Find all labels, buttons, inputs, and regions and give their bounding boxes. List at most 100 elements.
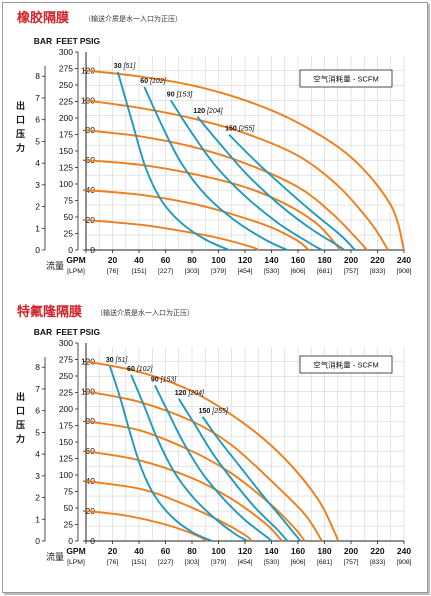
gpm-tick-label: 120	[238, 255, 252, 265]
gpm-tick-label: 140	[264, 255, 278, 265]
feet-tick-label: 200	[59, 404, 73, 414]
lpm-tick-label: [303]	[184, 559, 199, 566]
lpm-tick-label: [606]	[290, 559, 305, 566]
bar-tick-label: 4	[35, 158, 40, 168]
air-curve-label: 150 [255]	[199, 408, 229, 415]
bar-tick-label: 8	[35, 362, 40, 372]
lpm-tick-label: [606]	[290, 268, 305, 275]
air-curve	[201, 416, 302, 542]
y-axis-label: 出口压力	[15, 391, 25, 448]
x-axis-title: 流量	[46, 551, 64, 562]
lpm-tick-label: [908]	[396, 268, 411, 275]
feet-tick-label: 300	[59, 338, 73, 348]
air-curve-label-scfm: 90	[151, 376, 159, 383]
air-curve	[116, 71, 230, 251]
pressure-curve	[85, 99, 389, 251]
gpm-tick-label: 140	[264, 546, 278, 556]
air-curve	[154, 384, 273, 542]
lpm-tick-label: [151]	[131, 268, 146, 275]
air-curve	[108, 365, 213, 542]
lpm-tick-label: [76]	[107, 268, 118, 275]
pressure-curve	[85, 420, 306, 542]
psig-tick-label: 0	[90, 536, 95, 546]
pressure-curves	[85, 69, 405, 251]
lpm-tick-label: [LPM]	[67, 268, 85, 275]
bar-tick-label: 6	[35, 115, 40, 125]
y-axis-title: 出口压力	[15, 100, 25, 157]
feet-tick-label: 250	[59, 80, 73, 90]
feet-tick-label: 75	[64, 196, 74, 206]
feet-tick-label: 75	[64, 487, 74, 497]
gpm-tick-label: 220	[370, 255, 384, 265]
psig-tick-label: 0	[90, 245, 95, 255]
gpm-tick-label: 220	[370, 546, 384, 556]
lpm-tick-label: [757]	[343, 268, 358, 275]
air-curve-label-nm3: [102]	[149, 78, 167, 85]
feet-tick-label: 100	[59, 470, 73, 480]
gpm-tick-label: 160	[291, 546, 305, 556]
chart-panel-2: 特氟隆隔膜 （输送介质是水一入口为正压）BAR FEET PSIG0255075100…	[15, 304, 412, 566]
bar-tick-label: 8	[35, 71, 40, 81]
air-curve-label-nm3: [51]	[115, 357, 129, 364]
gpm-tick-label: 200	[344, 546, 358, 556]
lpm-tick-label: [227]	[158, 268, 173, 275]
gpm-tick-label: 180	[317, 255, 331, 265]
y-unit-header: BAR	[34, 36, 52, 46]
gpm-tick-label: 80	[187, 255, 197, 265]
air-curve-label-nm3: [204]	[206, 108, 224, 115]
air-curve-label: 120 [204]	[193, 108, 223, 115]
gpm-tick-label: 20	[108, 546, 118, 556]
bar-tick-label: 7	[35, 93, 40, 103]
air-curve-label-scfm: 150	[199, 408, 211, 415]
lpm-tick-label: [757]	[343, 559, 358, 566]
bar-tick-label: 6	[35, 406, 40, 416]
air-curve-label-scfm: 60	[140, 78, 148, 85]
legend-box	[299, 69, 393, 88]
air-curves: 30 [51] 60 [102] 90 [153] 120 [204] 150 [255]	[106, 357, 302, 542]
air-curve-label-scfm: 90	[167, 91, 175, 98]
gpm-tick-label: 120	[238, 546, 252, 556]
feet-tick-label: 225	[59, 97, 73, 107]
lpm-tick-label: [379]	[211, 268, 226, 275]
bar-tick-label: 5	[35, 136, 40, 146]
air-curve-label-nm3: [102]	[136, 366, 154, 373]
y-unit-header: PSIG	[80, 327, 101, 337]
lpm-tick-label: [303]	[184, 268, 199, 275]
lpm-tick-label: [LPM]	[67, 559, 85, 566]
air-curve-label-scfm: 120	[193, 108, 205, 115]
gpm-tick-label: 100	[211, 546, 225, 556]
chart-subtitle: （输送介质是水一入口为正压）	[84, 14, 182, 23]
air-curve-label: 90 [153]	[151, 376, 177, 383]
lpm-tick-label: [379]	[211, 559, 226, 566]
gpm-tick-label: GPM	[66, 546, 85, 556]
feet-tick-label: 50	[64, 503, 74, 513]
gpm-tick-label: 240	[397, 255, 411, 265]
air-curve-label-nm3: [204]	[187, 390, 205, 397]
pressure-curve	[85, 159, 342, 251]
bar-tick-label: 2	[35, 202, 40, 212]
x-axis-title: 流量	[46, 260, 64, 271]
feet-tick-label: 25	[64, 229, 74, 239]
air-curve	[177, 398, 289, 542]
air-curve-label-nm3: [255]	[211, 408, 229, 415]
chart-title: 橡胶隔膜	[17, 10, 69, 25]
bar-tick-label: 5	[35, 427, 40, 437]
gpm-tick-label: GPM	[66, 255, 85, 265]
pressure-curve	[85, 219, 259, 251]
pressure-curve	[85, 360, 339, 542]
lpm-tick-label: [833]	[370, 268, 385, 275]
gpm-tick-label: 40	[134, 255, 144, 265]
gpm-tick-label: 100	[211, 255, 225, 265]
bar-tick-label: 1	[35, 514, 40, 524]
air-curve-label: 60 [102]	[127, 366, 153, 373]
air-curve-label-nm3: [153]	[176, 91, 194, 98]
feet-tick-label: 100	[59, 179, 73, 189]
bar-tick-label: 3	[35, 180, 40, 190]
lpm-tick-label: [908]	[396, 559, 411, 566]
bar-tick-label: 0	[35, 245, 40, 255]
lpm-tick-label: [530]	[264, 268, 279, 275]
chart-panel-1: 橡胶隔膜 （输送介质是水一入口为正压）BAR FEET PSIG02550751001…	[15, 10, 412, 275]
feet-tick-label: 125	[59, 454, 73, 464]
bar-tick-label: 3	[35, 471, 40, 481]
